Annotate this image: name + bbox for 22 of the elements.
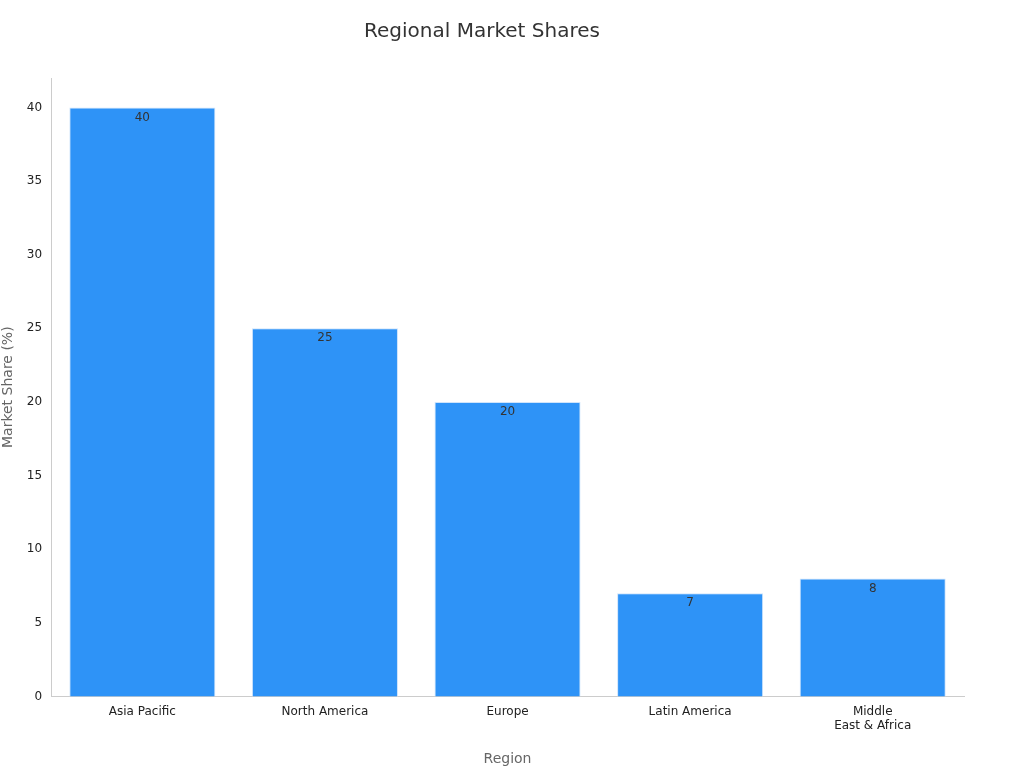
data-label: 7 <box>686 595 694 610</box>
y-tick-label: 5 <box>34 614 43 629</box>
y-tick-label: 15 <box>26 467 43 482</box>
chart-title: Regional Market Shares <box>364 18 600 43</box>
y-tick-label: 25 <box>26 320 43 335</box>
data-label: 40 <box>134 109 150 124</box>
x-tick-label: Europe <box>486 703 529 718</box>
y-axis-title: Market Share (%) <box>0 326 16 449</box>
x-tick-label: Asia Pacific <box>108 703 176 718</box>
y-tick-label: 20 <box>26 394 43 409</box>
x-tick-label: North America <box>281 703 369 718</box>
x-tick-label: Middle East & Africa <box>834 703 912 733</box>
y-tick-label: 40 <box>26 99 43 114</box>
data-label: 25 <box>317 330 333 345</box>
y-tick-label: 30 <box>26 246 43 261</box>
y-tick-label: 35 <box>26 173 43 188</box>
data-label: 20 <box>499 404 516 419</box>
x-tick-label: Latin America <box>648 703 732 718</box>
y-tick-label: 10 <box>26 541 43 556</box>
y-tick-label: 0 <box>34 688 43 703</box>
x-axis-title: Region <box>483 750 532 767</box>
data-label: 8 <box>868 580 877 595</box>
